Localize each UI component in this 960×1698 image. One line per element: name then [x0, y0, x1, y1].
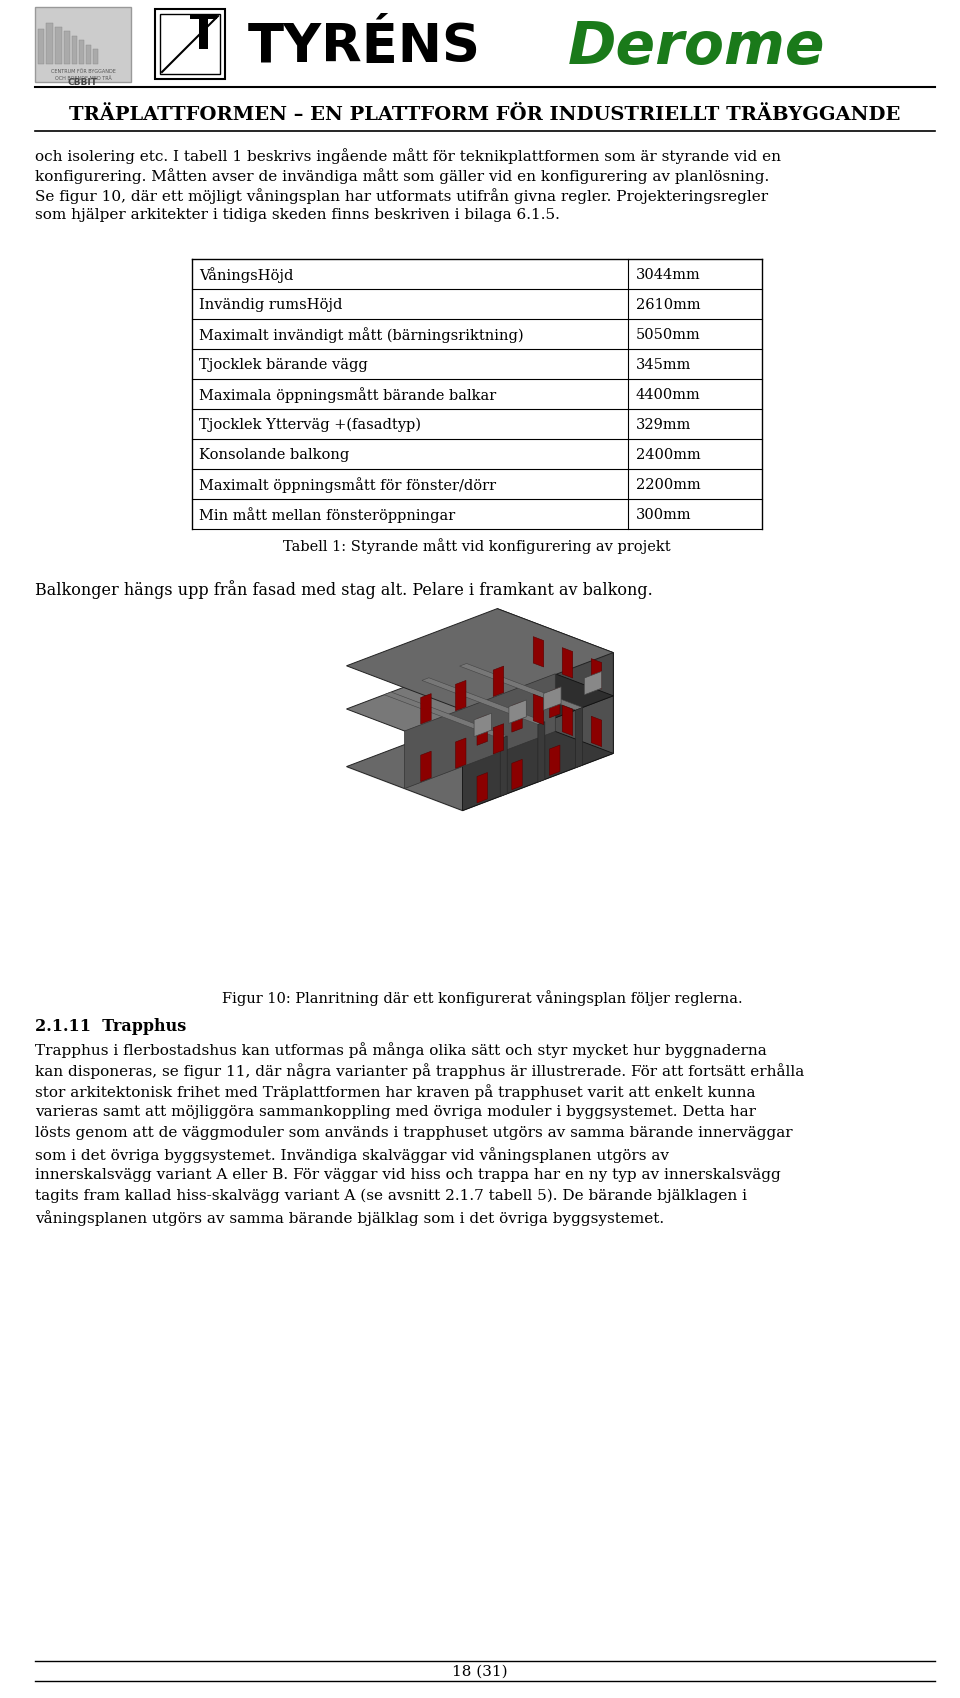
Polygon shape: [456, 681, 466, 711]
Text: Balkonger hängs upp från fasad med stag alt. Pelare i framkant av balkong.: Balkonger hängs upp från fasad med stag …: [35, 579, 653, 599]
Text: Tabell 1: Styrande mått vid konfigurering av projekt: Tabell 1: Styrande mått vid konfigurerin…: [283, 538, 671, 554]
Polygon shape: [576, 708, 583, 767]
Text: 2610mm: 2610mm: [636, 297, 701, 312]
Text: varieras samt att möjliggöra sammankoppling med övriga moduler i byggsystemet. D: varieras samt att möjliggöra sammankoppl…: [35, 1104, 756, 1119]
Text: tagits fram kallad hiss-skalvägg variant A (se avsnitt 2.1.7 tabell 5). De bäran: tagits fram kallad hiss-skalvägg variant…: [35, 1189, 747, 1202]
Polygon shape: [549, 745, 560, 776]
Text: 2400mm: 2400mm: [636, 448, 701, 462]
Polygon shape: [497, 652, 613, 754]
Bar: [86, 46, 91, 65]
Text: Invändig rumsHöjd: Invändig rumsHöjd: [199, 297, 343, 312]
Polygon shape: [500, 737, 507, 796]
Polygon shape: [347, 711, 613, 812]
Text: och isolering etc. I tabell 1 beskrivs ingående mått för teknikplattformen som ä: och isolering etc. I tabell 1 beskrivs i…: [35, 148, 781, 163]
Polygon shape: [347, 710, 613, 812]
Text: Derome: Derome: [568, 19, 826, 75]
Polygon shape: [585, 672, 602, 696]
Text: Maximalt öppningsmått för fönster/dörr: Maximalt öppningsmått för fönster/dörr: [199, 477, 496, 492]
Polygon shape: [493, 667, 504, 698]
Text: TRÄPLATTFORMEN – EN PLATTFORM FÖR INDUSTRIELLT TRÄBYGGANDE: TRÄPLATTFORMEN – EN PLATTFORM FÖR INDUST…: [69, 105, 900, 124]
Bar: [46, 24, 53, 65]
Text: 300mm: 300mm: [636, 508, 691, 521]
Text: VåningsHöjd: VåningsHöjd: [199, 267, 294, 284]
Bar: [160, 15, 220, 75]
Text: innerskalsvägg variant A eller B. För väggar vid hiss och trappa har en ny typ a: innerskalsvägg variant A eller B. För vä…: [35, 1167, 780, 1182]
Text: Maximalt invändigt mått (bärningsriktning): Maximalt invändigt mått (bärningsriktnin…: [199, 328, 523, 343]
Polygon shape: [497, 610, 613, 696]
Polygon shape: [420, 694, 431, 725]
Polygon shape: [463, 654, 613, 754]
Polygon shape: [477, 773, 488, 803]
Polygon shape: [512, 703, 522, 732]
Text: lösts genom att de väggmoduler som används i trapphuset utgörs av samma bärande : lösts genom att de väggmoduler som använ…: [35, 1126, 793, 1139]
Text: kan disponeras, se figur 11, där några varianter på trapphus är illustrerade. Fö: kan disponeras, se figur 11, där några v…: [35, 1063, 804, 1078]
Text: 4400mm: 4400mm: [636, 387, 701, 402]
Text: Tjocklek bärande vägg: Tjocklek bärande vägg: [199, 358, 368, 372]
Polygon shape: [509, 701, 526, 723]
Text: 345mm: 345mm: [636, 358, 691, 372]
Text: 18 (31): 18 (31): [452, 1664, 508, 1678]
Text: Figur 10: Planritning där ett konfigurerat våningsplan följer reglerna.: Figur 10: Planritning där ett konfigurer…: [222, 990, 743, 1005]
Polygon shape: [384, 693, 507, 739]
Bar: [155, 10, 225, 80]
Polygon shape: [460, 664, 583, 711]
Bar: [64, 32, 70, 65]
Text: Min mått mellan fönsteröppningar: Min mått mellan fönsteröppningar: [199, 506, 455, 523]
Text: Tjocklek Ytterväg +(fasadtyp): Tjocklek Ytterväg +(fasadtyp): [199, 418, 421, 431]
Bar: [93, 49, 98, 65]
Text: Se figur 10, där ett möjligt våningsplan har utformats utifrån givna regler. Pro: Se figur 10, där ett möjligt våningsplan…: [35, 188, 768, 204]
Polygon shape: [538, 722, 545, 783]
Polygon shape: [591, 717, 602, 747]
Polygon shape: [347, 652, 613, 754]
Polygon shape: [474, 713, 492, 737]
Polygon shape: [549, 688, 560, 718]
Bar: [35, 8, 131, 83]
Polygon shape: [421, 679, 545, 725]
Text: 2200mm: 2200mm: [636, 477, 701, 492]
Polygon shape: [543, 688, 561, 711]
Polygon shape: [533, 637, 543, 667]
Polygon shape: [493, 725, 504, 754]
Text: CENTRUM FÖR BYGGANDE
OCH BOENDE MED TRÄ: CENTRUM FÖR BYGGANDE OCH BOENDE MED TRÄ: [51, 70, 115, 80]
Text: våningsplanen utgörs av samma bärande bjälklag som i det övriga byggsystemet.: våningsplanen utgörs av samma bärande bj…: [35, 1209, 664, 1226]
Bar: [55, 27, 62, 65]
Polygon shape: [563, 706, 573, 737]
Polygon shape: [512, 761, 522, 790]
Polygon shape: [477, 715, 488, 745]
Text: 5050mm: 5050mm: [636, 328, 701, 341]
Text: 3044mm: 3044mm: [636, 268, 701, 282]
Text: Trapphus i flerbostadshus kan utformas på många olika sätt och styr mycket hur b: Trapphus i flerbostadshus kan utformas p…: [35, 1041, 767, 1058]
Text: konfigurering. Måtten avser de invändiga mått som gäller vid en konfigurering av: konfigurering. Måtten avser de invändiga…: [35, 168, 769, 183]
Text: CBBIT: CBBIT: [68, 78, 98, 87]
Text: som i det övriga byggsystemet. Invändiga skalväggar vid våningsplanen utgörs av: som i det övriga byggsystemet. Invändiga…: [35, 1146, 669, 1161]
Polygon shape: [456, 739, 466, 769]
Text: Konsolande balkong: Konsolande balkong: [199, 448, 349, 462]
Text: som hjälper arkitekter i tidiga skeden finns beskriven i bilaga 6.1.5.: som hjälper arkitekter i tidiga skeden f…: [35, 207, 560, 222]
Bar: [200, 20, 207, 49]
Text: 329mm: 329mm: [636, 418, 691, 431]
Polygon shape: [420, 752, 431, 783]
Text: Maximala öppningsmått bärande balkar: Maximala öppningsmått bärande balkar: [199, 387, 496, 402]
Text: 2.1.11  Trapphus: 2.1.11 Trapphus: [35, 1017, 186, 1034]
Text: TYRÉNS: TYRÉNS: [248, 20, 481, 73]
Bar: [190, 15, 217, 20]
Polygon shape: [533, 694, 543, 725]
Bar: [79, 41, 84, 65]
Bar: [38, 31, 44, 65]
Bar: [35, 8, 131, 83]
Polygon shape: [404, 674, 555, 790]
Bar: [65, 618, 900, 970]
Polygon shape: [347, 610, 613, 710]
Polygon shape: [563, 649, 573, 679]
Text: stor arkitektonisk frihet med Träplattformen har kraven på trapphuset varit att : stor arkitektonisk frihet med Träplattfo…: [35, 1083, 756, 1099]
Polygon shape: [463, 696, 613, 812]
Polygon shape: [591, 659, 602, 689]
Bar: [72, 37, 77, 65]
